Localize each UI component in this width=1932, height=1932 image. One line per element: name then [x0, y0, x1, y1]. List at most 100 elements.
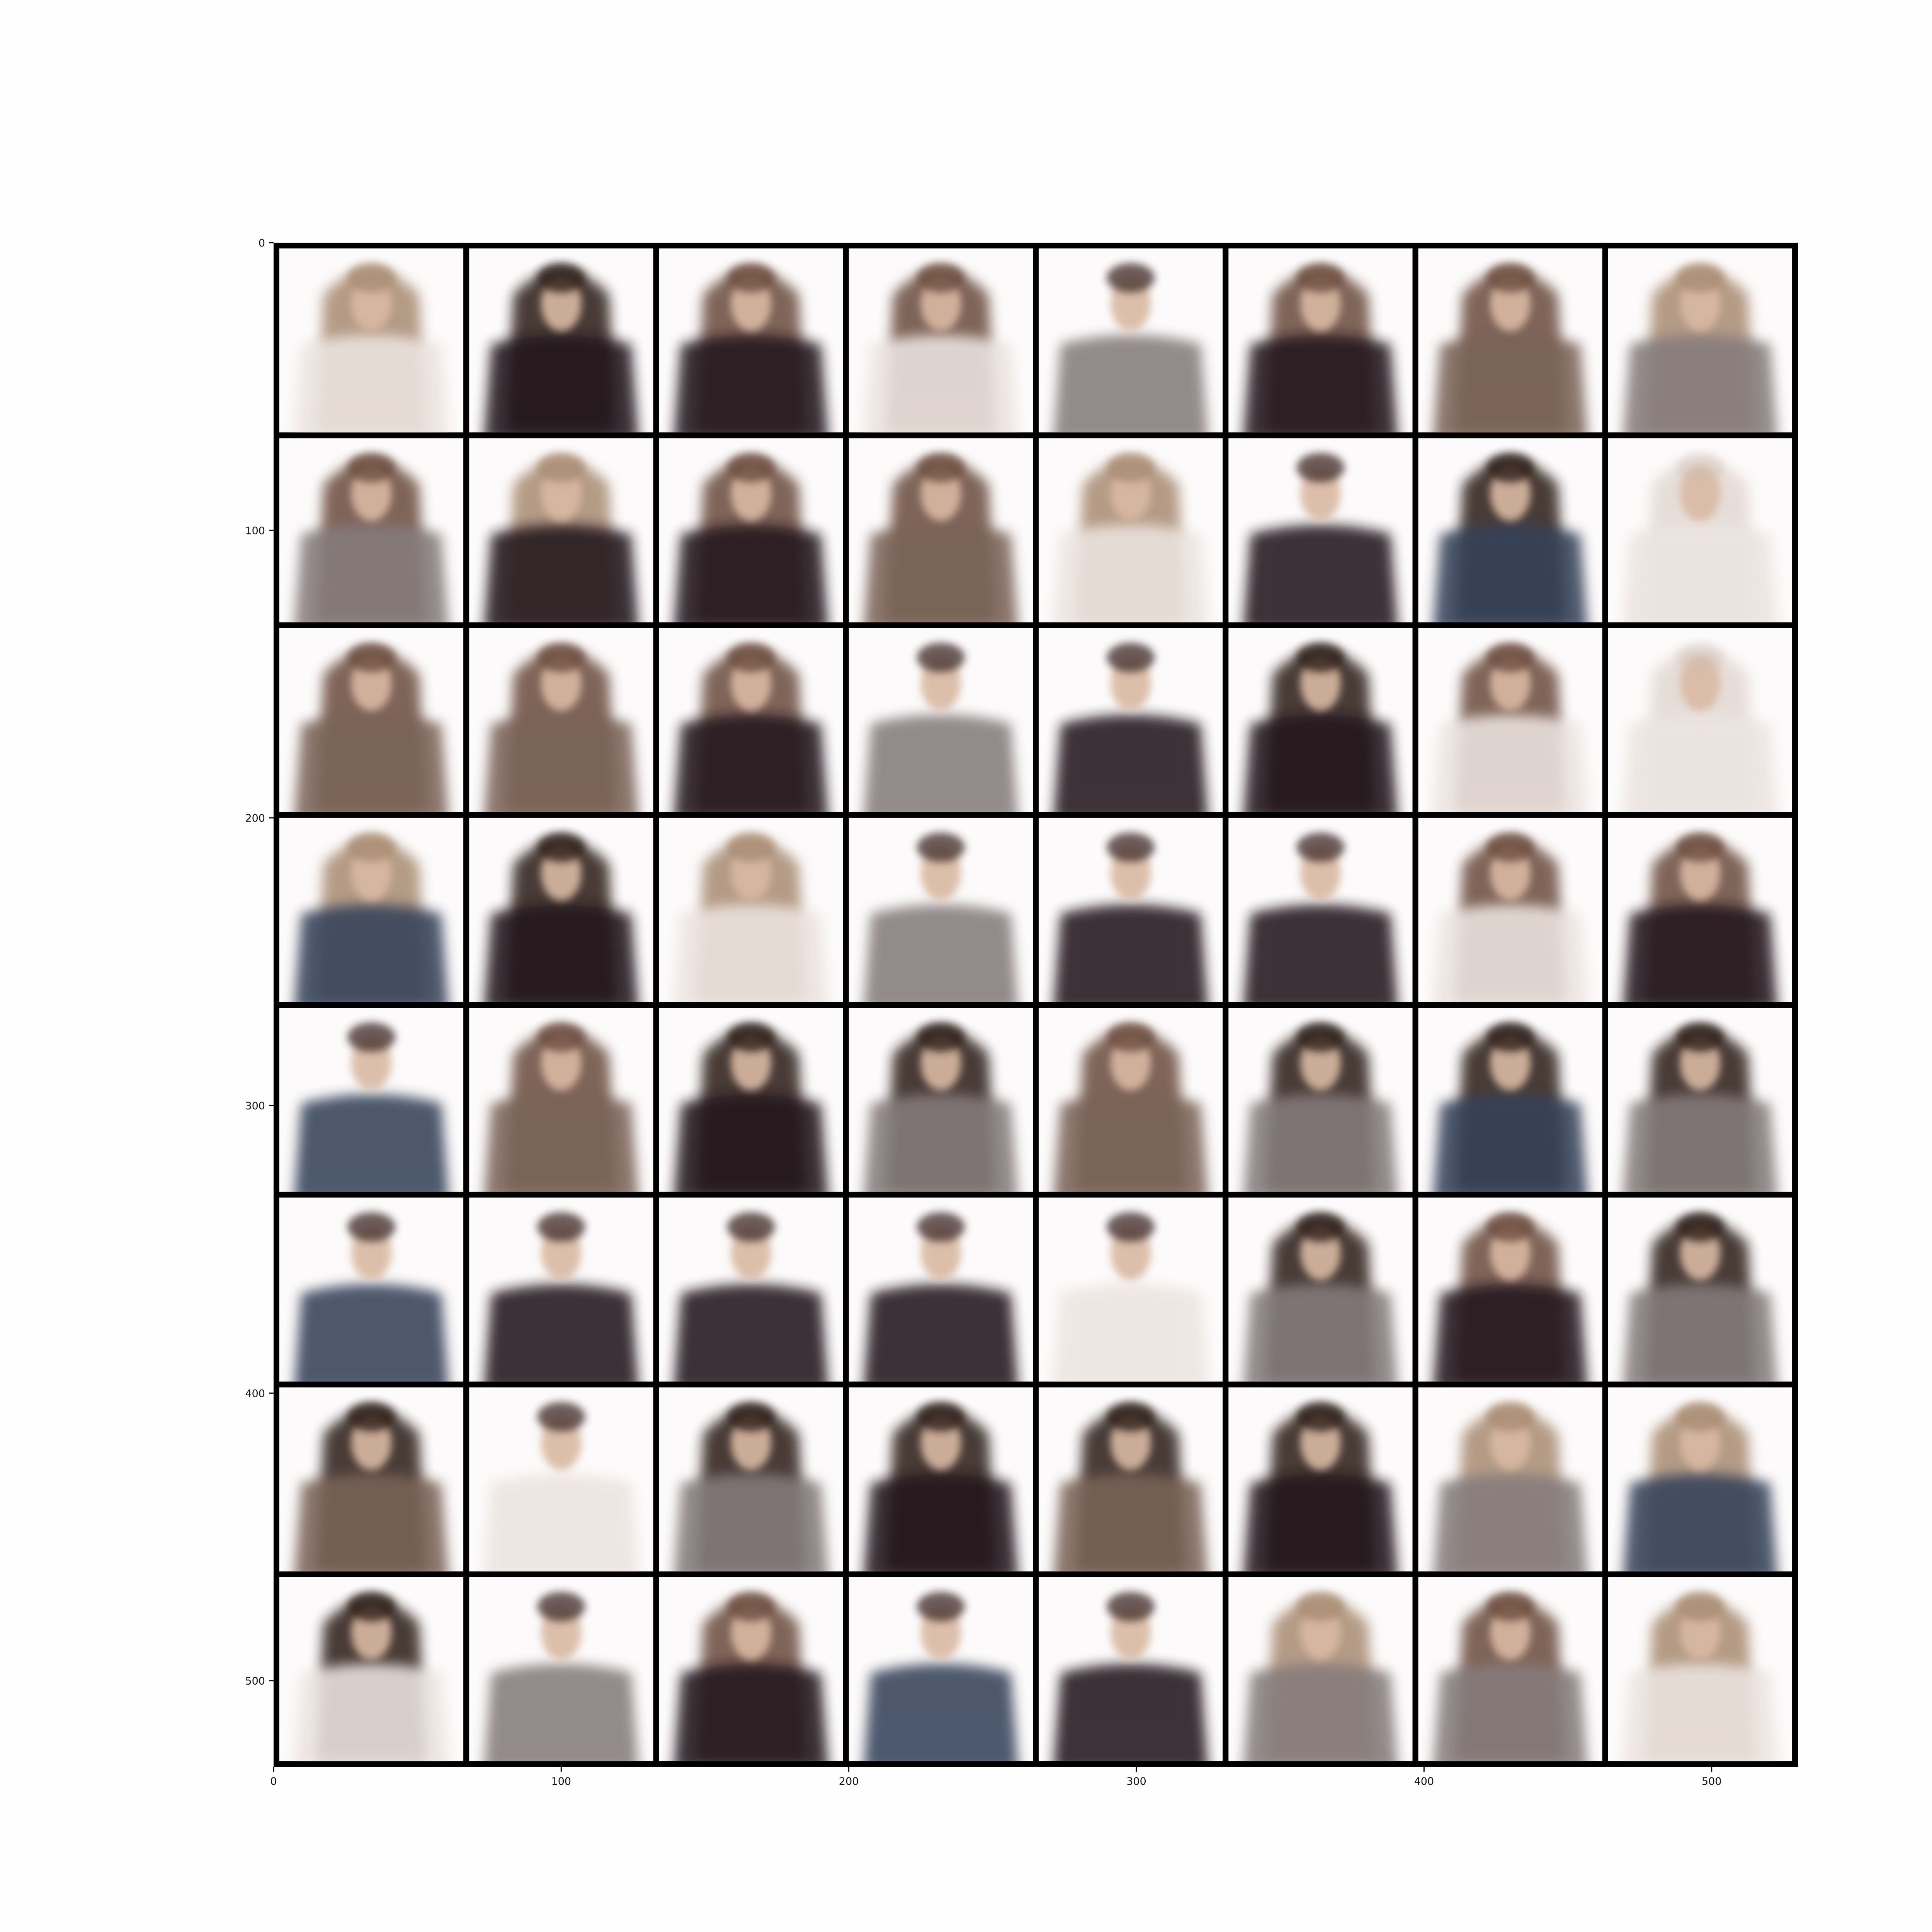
image-tile	[659, 438, 843, 622]
hair-crown-shape	[1676, 1212, 1724, 1242]
image-tile	[849, 628, 1033, 812]
image-tile	[469, 438, 653, 622]
image-tile	[849, 248, 1033, 433]
image-tile	[279, 438, 464, 622]
hair-crown-shape	[1676, 832, 1724, 862]
torso-shape	[1623, 1094, 1777, 1192]
torso-shape	[485, 714, 638, 812]
hair-crown-shape	[1296, 453, 1345, 483]
image-tile	[659, 1197, 843, 1382]
torso-shape	[674, 904, 828, 1002]
torso-shape	[1623, 1663, 1777, 1762]
torso-shape	[1054, 1663, 1208, 1762]
torso-shape	[674, 1663, 828, 1762]
image-tile	[1608, 248, 1793, 433]
image-tile	[659, 1007, 843, 1192]
hair-crown-shape	[1107, 1022, 1155, 1052]
image-tile	[1608, 1577, 1793, 1762]
hair-crown-shape	[1486, 1212, 1534, 1242]
image-tile	[659, 1387, 843, 1571]
hair-crown-shape	[1486, 1022, 1534, 1052]
hair-crown-shape	[1676, 643, 1724, 672]
hair-crown-shape	[1107, 643, 1155, 672]
torso-shape	[864, 1284, 1018, 1382]
x-tick-label: 0	[270, 1776, 277, 1787]
hair-crown-shape	[917, 453, 965, 483]
torso-shape	[1244, 335, 1397, 433]
image-tile	[1608, 628, 1793, 812]
image-tile	[1608, 818, 1793, 1002]
torso-shape	[1623, 525, 1777, 622]
hair-crown-shape	[727, 1402, 775, 1432]
hair-crown-shape	[727, 1212, 775, 1242]
x-tick-label: 300	[1126, 1776, 1146, 1787]
torso-shape	[1434, 904, 1587, 1002]
hair-crown-shape	[1676, 453, 1724, 483]
image-tile	[659, 1577, 843, 1762]
hair-crown-shape	[1107, 1402, 1155, 1432]
image-tile	[1228, 1387, 1413, 1571]
torso-shape	[1244, 525, 1397, 622]
hair-crown-shape	[727, 263, 775, 293]
hair-crown-shape	[1676, 1592, 1724, 1622]
torso-shape	[1054, 714, 1208, 812]
image-tile	[849, 1007, 1033, 1192]
torso-shape	[1434, 1663, 1587, 1762]
image-tile	[469, 818, 653, 1002]
torso-shape	[674, 1094, 828, 1192]
torso-shape	[1244, 1474, 1397, 1571]
image-tile	[1608, 1007, 1793, 1192]
image-tile	[1228, 1007, 1413, 1192]
torso-shape	[1054, 1284, 1208, 1382]
hair-crown-shape	[1296, 263, 1345, 293]
hair-crown-shape	[917, 1592, 965, 1622]
hair-crown-shape	[727, 1592, 775, 1622]
x-tick-label: 400	[1414, 1776, 1434, 1787]
image-tile	[849, 1577, 1033, 1762]
hair-crown-shape	[537, 643, 585, 672]
hair-crown-shape	[1296, 832, 1345, 862]
torso-shape	[674, 525, 828, 622]
torso-shape	[294, 335, 448, 433]
x-axis-ticks: 0 100 200 300 400 500	[270, 1767, 1721, 1787]
hair-crown-shape	[917, 1402, 965, 1432]
image-tile	[849, 1197, 1033, 1382]
torso-shape	[864, 335, 1018, 433]
torso-shape	[485, 525, 638, 622]
torso-shape	[674, 1284, 828, 1382]
image-tile	[1038, 818, 1223, 1002]
hair-crown-shape	[537, 1022, 585, 1052]
torso-shape	[674, 335, 828, 433]
torso-shape	[1434, 714, 1587, 812]
torso-shape	[1623, 1474, 1777, 1571]
torso-shape	[864, 1663, 1018, 1762]
torso-shape	[1244, 1284, 1397, 1382]
hair-crown-shape	[917, 643, 965, 672]
x-tick-label: 200	[839, 1776, 859, 1787]
image-tile	[279, 1197, 464, 1382]
hair-crown-shape	[537, 1212, 585, 1242]
image-tile	[1228, 628, 1413, 812]
image-tile	[469, 1197, 653, 1382]
image-tile	[1418, 248, 1602, 433]
image-tile	[1038, 628, 1223, 812]
x-tick-label: 100	[551, 1776, 571, 1787]
image-tile	[659, 818, 843, 1002]
axes: 0 100 200 300 400 500 0 100 200 300 400 500	[245, 237, 1798, 1787]
hair-crown-shape	[1107, 1592, 1155, 1622]
image-tile	[279, 818, 464, 1002]
hair-crown-shape	[347, 832, 396, 862]
hair-crown-shape	[727, 453, 775, 483]
image-tile	[1228, 438, 1413, 622]
image-tile	[469, 1007, 653, 1192]
torso-shape	[1434, 1474, 1587, 1571]
hair-crown-shape	[1676, 263, 1724, 293]
hair-crown-shape	[1296, 1212, 1345, 1242]
torso-shape	[864, 1094, 1018, 1192]
hair-crown-shape	[347, 643, 396, 672]
torso-shape	[294, 1094, 448, 1192]
torso-shape	[1434, 1094, 1587, 1192]
torso-shape	[864, 904, 1018, 1002]
image-tile	[279, 1007, 464, 1192]
